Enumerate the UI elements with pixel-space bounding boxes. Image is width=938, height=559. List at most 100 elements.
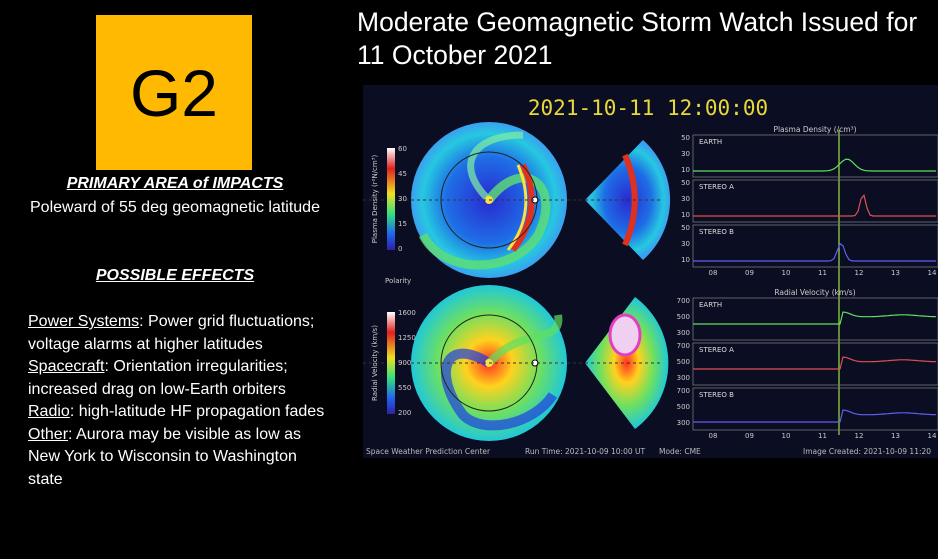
effect-label: Other [28, 425, 69, 443]
plot-panel [692, 342, 938, 386]
colorbar-tick-label: 1600 [398, 309, 416, 317]
x-tick-label: 11 [818, 269, 827, 277]
polarity-label: Polarity [385, 277, 411, 285]
colorbar-tick-label: 1250 [398, 334, 416, 342]
timestamp: 2021-10-11 12:00:00 [528, 96, 768, 120]
y-tick-label: 700 [677, 342, 690, 350]
x-tick-label: 11 [818, 432, 827, 440]
effect-item: Other: Aurora may be visible as low as N… [28, 424, 328, 492]
x-tick-label: 10 [782, 432, 791, 440]
y-tick-label: 10 [681, 256, 690, 264]
x-tick-label: 08 [709, 432, 718, 440]
x-tick-label: 14 [928, 269, 937, 277]
footer-text: Image Created: 2021-10-09 11:20 [803, 447, 931, 456]
y-tick-label: 500 [677, 403, 690, 411]
colorbar-tick-label: 550 [398, 384, 411, 392]
colorbar-tick-label: 30 [398, 195, 407, 203]
title-text: Moderate Geomagnetic Storm Watch Issued … [357, 7, 918, 70]
x-tick-label: 12 [855, 432, 864, 440]
effect-item: Power Systems: Power grid fluctuations; … [28, 311, 328, 356]
plot-panel [692, 297, 938, 341]
colorbar-label: Radial Velocity (km/s) [371, 325, 379, 401]
colorbar-tick-label: 200 [398, 409, 411, 417]
y-tick-label: 700 [677, 387, 690, 395]
x-tick-label: 09 [745, 432, 754, 440]
x-tick-label: 10 [782, 269, 791, 277]
effect-text: : Power grid fluctuations; voltage alarm… [28, 313, 315, 353]
effects-heading: POSSIBLE EFFECTS [95, 267, 255, 284]
x-tick-label: 12 [855, 269, 864, 277]
effect-text: : Orientation irregularities; increased … [28, 358, 288, 398]
y-tick-label: 500 [677, 358, 690, 366]
x-tick-label: 09 [745, 269, 754, 277]
cme-front [506, 164, 528, 251]
plot-panel [692, 224, 938, 268]
spiral [440, 348, 558, 431]
model-trace [693, 311, 937, 325]
y-tick-label: 300 [677, 419, 690, 427]
y-tick-label: 10 [681, 211, 690, 219]
model-image: 2021-10-11 12:00:00 Polarity 60 45 30 15 0 Pl… [363, 85, 938, 458]
panel-label: STEREO B [699, 228, 734, 236]
effect-label: Radio [28, 403, 70, 420]
model-trace [693, 242, 936, 262]
effect-label: Power Systems [28, 313, 140, 330]
y-tick-label: 30 [681, 150, 690, 158]
y-tick-label: 300 [677, 374, 690, 382]
effect-label: Spacecraft [28, 358, 105, 375]
spiral [418, 173, 551, 270]
panel-label: EARTH [699, 138, 722, 146]
panel-label: STEREO A [699, 183, 734, 191]
y-tick-label: 50 [681, 134, 690, 142]
y-tick-label: 30 [681, 195, 690, 203]
y-tick-label: 500 [677, 313, 690, 321]
y-tick-label: 700 [677, 297, 690, 305]
x-tick-label: 13 [891, 269, 900, 277]
model-trace [693, 356, 937, 370]
x-tick-label: 13 [891, 432, 900, 440]
velocity-colorbar [387, 312, 395, 414]
colorbar-tick-label: 15 [398, 220, 407, 228]
plot-panel [692, 134, 938, 178]
density-colorbar [387, 148, 395, 250]
impacts-text: Poleward of 55 deg geomagnetic latitude [30, 199, 320, 216]
panel-label: STEREO A [699, 346, 734, 354]
y-tick-label: 50 [681, 179, 690, 187]
effect-item: Radio: high-latitude HF propagation fade… [28, 401, 328, 424]
cme-core [608, 313, 642, 357]
model-trace [693, 193, 936, 217]
colorbar-tick-label: 45 [398, 170, 407, 178]
footer-text: Mode: CME [659, 447, 701, 456]
colorbar-tick-label: 60 [398, 145, 407, 153]
x-tick-label: 14 [928, 432, 937, 440]
plot-panel [692, 179, 938, 223]
y-tick-label: 30 [681, 240, 690, 248]
footer-text: Space Weather Prediction Center [366, 447, 491, 456]
effect-text: : Aurora may be visible as low as New Yo… [28, 425, 302, 488]
panel-label: EARTH [699, 301, 722, 309]
x-tick-label: 08 [709, 269, 718, 277]
spiral [486, 314, 563, 366]
impacts-heading: PRIMARY AREA of IMPACTS [66, 175, 284, 192]
panel-label: STEREO B [699, 391, 734, 399]
y-tick-label: 50 [681, 224, 690, 232]
effects-list: Power Systems: Power grid fluctuations; … [28, 311, 328, 491]
g-scale-badge: G2 [96, 15, 252, 170]
colorbar-tick-label: 0 [398, 245, 402, 253]
colorbar-tick-label: 900 [398, 359, 411, 367]
cme-front [510, 163, 535, 252]
y-tick-label: 300 [677, 329, 690, 337]
slide-title: Moderate Geomagnetic Storm Watch Issued … [357, 6, 938, 72]
footer-text: Run Time: 2021-10-09 10:00 UT [525, 447, 645, 456]
model-trace [693, 409, 937, 423]
colorbar-label: Plasma Density (r²N/cm³) [371, 154, 379, 243]
plot-panel [692, 387, 938, 431]
effect-text: : high-latitude HF propagation fades [69, 403, 325, 420]
panel-title: Radial Velocity (km/s) [774, 288, 855, 297]
model-trace [693, 158, 936, 172]
panel-title: Plasma Density (/cm³) [773, 125, 856, 134]
velocity-cone [585, 297, 669, 429]
y-tick-label: 10 [681, 166, 690, 174]
effect-item: Spacecraft: Orientation irregularities; … [28, 356, 328, 401]
